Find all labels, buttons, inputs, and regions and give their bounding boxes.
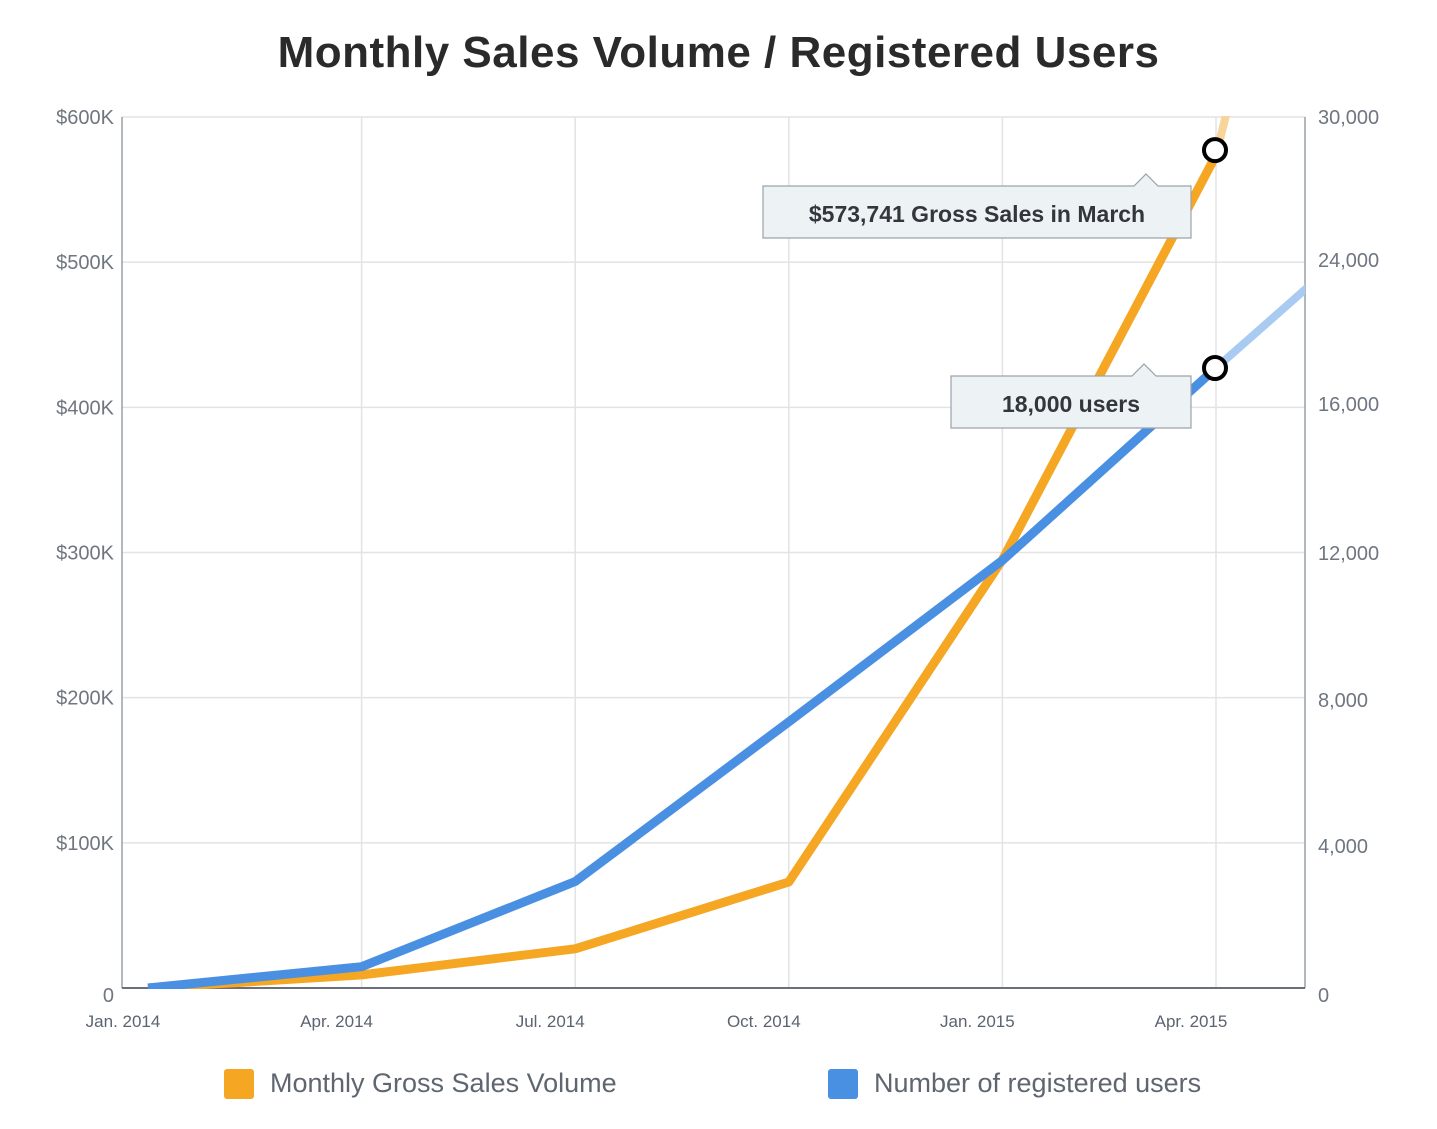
legend-item-sales[interactable]: Monthly Gross Sales Volume [224,1068,617,1099]
plot-area [147,116,1305,989]
x-tick-label: Apr. 2014 [300,1012,373,1031]
y-left-tick-label: $500K [56,252,114,274]
legend-swatch-users [828,1068,858,1099]
x-tick-label: Oct. 2014 [727,1012,801,1031]
y-right-tick-label: 0 [1318,985,1329,1007]
y-right-tick-label: 8,000 [1318,690,1368,712]
callout-box-0 [762,173,1192,239]
legend-item-users[interactable]: Number of registered users [828,1068,1201,1099]
series-projection-1 [1213,284,1305,372]
y-right-tick-label: 30,000 [1318,107,1379,129]
x-tick-label: Apr. 2015 [1155,1012,1228,1031]
x-tick-label: Jul. 2014 [516,1012,585,1031]
legend-swatch-sales [224,1068,254,1099]
y-left-tick-label: 0 [103,985,114,1007]
highlight-marker-0 [1202,137,1228,164]
y-left-tick-label: $300K [56,543,114,565]
series-projection-0 [1212,116,1230,157]
line-chart: 0 $100K $200K $300K $400K $500K $600K Jan. 2014… [56,107,1379,1031]
y-left-tick-label: $600K [56,107,114,129]
series-line-1 [147,364,1220,989]
series-line-0 [147,152,1220,989]
y-right-tick-label: 4,000 [1318,836,1368,858]
x-tick-label: Jan. 2014 [86,1012,161,1031]
callout-label-0: $573,741 Gross Sales in March [809,201,1145,227]
y-left-tick-label: $200K [56,688,114,710]
y-left-tick-label: $100K [56,833,114,855]
highlight-marker-1 [1202,355,1228,381]
legend-label-users: Number of registered users [874,1068,1202,1098]
callout-label-1: 18,000 users [1002,391,1140,417]
y-right-tick-label: 12,000 [1318,543,1379,565]
legend-label-sales: Monthly Gross Sales Volume [270,1068,617,1098]
y-right-tick-label: 16,000 [1318,394,1379,416]
chart-title: Monthly Sales Volume / Registered Users [277,28,1160,77]
x-tick-label: Jan. 2015 [940,1012,1015,1031]
y-right-tick-label: 24,000 [1318,250,1379,272]
y-left-tick-label: $400K [56,397,114,419]
callout-box-1 [950,363,1192,429]
